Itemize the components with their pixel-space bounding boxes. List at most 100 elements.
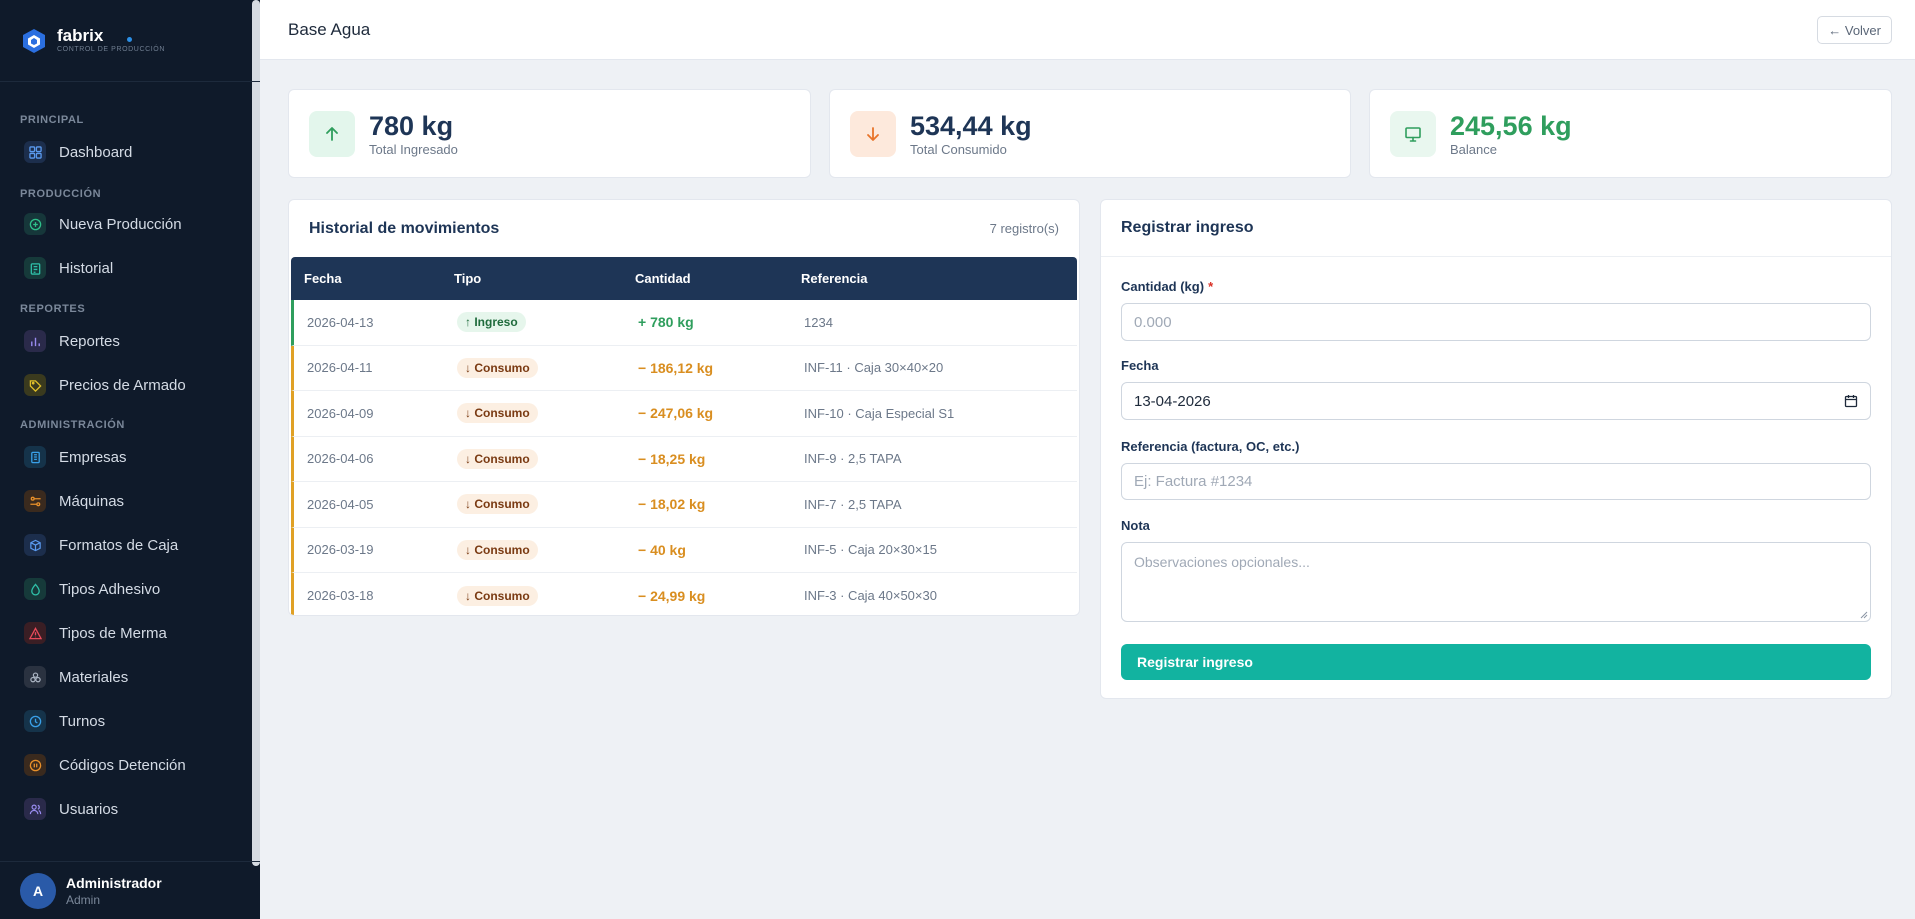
pause-icon [24,754,46,776]
cell-referencia: INF-7 · 2,5 TAPA [804,496,902,512]
cell-fecha: 2026-04-06 [307,451,374,467]
cell-fecha: 2026-04-13 [307,314,374,330]
stat-label: Total Ingresado [369,141,458,157]
sidebar-item-materiales[interactable]: Materiales [0,655,260,699]
nav-section-principal: PRINCIPAL [20,114,84,126]
nota-textarea[interactable]: Observaciones opcionales... [1121,542,1871,622]
user-name: Administrador [66,874,162,891]
stat-card-balance: 245,56 kg Balance [1369,89,1892,178]
table-row[interactable]: 2026-04-11 ↓ Consumo − 186,12 kg INF-11 … [291,345,1077,391]
referencia-placeholder: Ej: Factura #1234 [1134,473,1253,490]
history-panel: Historial de movimientos 7 registro(s) F… [288,199,1080,616]
brand[interactable]: fabrix CONTROL DE PRODUCCIÓN [0,0,260,82]
arrow-up-icon [309,110,355,157]
stat-value: 534,44 kg [910,110,1032,141]
fabrix-logo-icon [23,28,45,53]
table-row[interactable]: 2026-03-19 ↓ Consumo − 40 kg INF-5 · Caj… [291,527,1077,573]
sidebar-item-turnos[interactable]: Turnos [0,699,260,743]
cell-cantidad: − 18,02 kg [638,496,706,513]
status-dot [127,37,132,42]
cell-fecha: 2026-03-18 [307,588,374,604]
table-row[interactable]: 2026-04-06 ↓ Consumo − 18,25 kg INF-9 · … [291,436,1077,482]
clock-icon [24,710,46,732]
sidebar-item-label: Máquinas [59,492,125,510]
type-badge: ↑ Ingreso [457,312,526,333]
fecha-value: 13-04-2026 [1134,392,1211,410]
column-header-tipo[interactable]: Tipo [454,271,482,286]
sidebar-item-label: Materiales [59,668,129,686]
sidebar-item-formatos-de-caja[interactable]: Formatos de Caja [0,523,260,567]
cell-referencia: INF-10 · Caja Especial S1 [804,405,955,421]
sidebar-item-empresas[interactable]: Empresas [0,435,260,479]
arrow-down-icon [850,110,896,157]
dashboard-icon [24,141,46,163]
stat-label: Balance [1450,141,1497,157]
stat-label: Total Consumido [910,141,1007,157]
table-row[interactable]: 2026-04-13 ↑ Ingreso + 780 kg 1234 [291,300,1077,346]
sidebar-item-tipos-de-merma[interactable]: Tipos de Merma [0,611,260,655]
sidebar-item-usuarios[interactable]: Usuarios [0,787,260,831]
avatar: A [20,872,56,909]
cantidad-input[interactable]: 0.000 [1121,303,1871,341]
referencia-input[interactable]: Ej: Factura #1234 [1121,463,1871,500]
layers-icon [24,666,46,688]
cantidad-label: Cantidad (kg) * [1121,279,1213,294]
plus-circle-icon [24,213,46,235]
sidebar-item-label: Nueva Producción [59,215,182,233]
sidebar-item-precios-de-armado[interactable]: Precios de Armado [0,363,260,407]
calendar-icon[interactable] [1844,394,1858,408]
sidebar-scrollbar[interactable] [252,0,260,866]
fecha-label: Fecha [1121,358,1159,373]
bar-chart-icon [24,330,46,352]
cell-referencia: INF-9 · 2,5 TAPA [804,451,902,467]
machine-icon [24,490,46,512]
sidebar-item-label: Turnos [59,712,106,730]
fecha-input[interactable]: 13-04-2026 [1121,382,1871,420]
cell-cantidad: − 24,99 kg [638,587,706,604]
sidebar-item-codigos-detencion[interactable]: Códigos Detención [0,743,260,787]
sidebar-item-maquinas[interactable]: Máquinas [0,479,260,523]
register-form: Registrar ingreso Cantidad (kg) * 0.000 F… [1100,199,1892,699]
back-button[interactable]: ← Volver [1817,16,1892,44]
sidebar-item-label: Empresas [59,448,127,466]
column-header-referencia[interactable]: Referencia [801,271,868,286]
column-header-cantidad[interactable]: Cantidad [635,271,691,286]
user-profile[interactable]: A Administrador Admin [0,861,260,919]
sidebar-item-label: Formatos de Caja [59,536,179,554]
cell-fecha: 2026-03-19 [307,542,374,558]
table-row[interactable]: 2026-03-18 ↓ Consumo − 24,99 kg INF-3 · … [291,573,1077,615]
nav-section-reportes: REPORTES [20,303,86,315]
history-table: Fecha Tipo Cantidad Referencia 2026-04-1… [291,257,1077,615]
sidebar: fabrix CONTROL DE PRODUCCIÓN PRINCIPAL D… [0,0,260,919]
required-mark: * [1208,279,1214,294]
table-header: Fecha Tipo Cantidad Referencia [291,257,1077,300]
sidebar-item-label: Reportes [59,332,120,350]
nota-placeholder: Observaciones opcionales... [1134,554,1310,570]
sidebar-item-label: Precios de Armado [59,376,186,394]
table-row[interactable]: 2026-04-05 ↓ Consumo − 18,02 kg INF-7 · … [291,482,1077,528]
cell-cantidad: − 247,06 kg [638,405,714,422]
building-icon [24,446,46,468]
cell-referencia: INF-5 · Caja 20×30×15 [804,542,937,558]
stat-card-total-consumido: 534,44 kg Total Consumido [829,89,1351,178]
sidebar-item-nueva-produccion[interactable]: Nueva Producción [0,202,260,246]
users-icon [24,798,46,820]
cell-fecha: 2026-04-09 [307,405,374,421]
cell-referencia: 1234 [804,314,833,330]
sidebar-item-tipos-adhesivo[interactable]: Tipos Adhesivo [0,567,260,611]
resize-handle-icon[interactable] [1860,611,1868,619]
sidebar-item-label: Tipos Adhesivo [59,580,161,598]
column-header-fecha[interactable]: Fecha [304,271,342,286]
topbar: Base Agua ← Volver [260,0,1915,60]
table-row[interactable]: 2026-04-09 ↓ Consumo − 247,06 kg INF-10 … [291,391,1077,437]
type-badge: ↓ Consumo [457,494,538,515]
submit-button[interactable]: Registrar ingreso [1121,644,1871,680]
sidebar-item-dashboard[interactable]: Dashboard [0,130,260,174]
sidebar-item-historial[interactable]: Historial [0,246,260,290]
cell-referencia: INF-11 · Caja 30×40×20 [804,360,944,376]
type-badge: ↓ Consumo [457,585,538,606]
stat-card-total-ingresado: 780 kg Total Ingresado [288,89,811,178]
type-badge: ↓ Consumo [457,403,538,424]
sidebar-item-reportes[interactable]: Reportes [0,319,260,363]
cell-cantidad: − 18,25 kg [638,450,706,467]
